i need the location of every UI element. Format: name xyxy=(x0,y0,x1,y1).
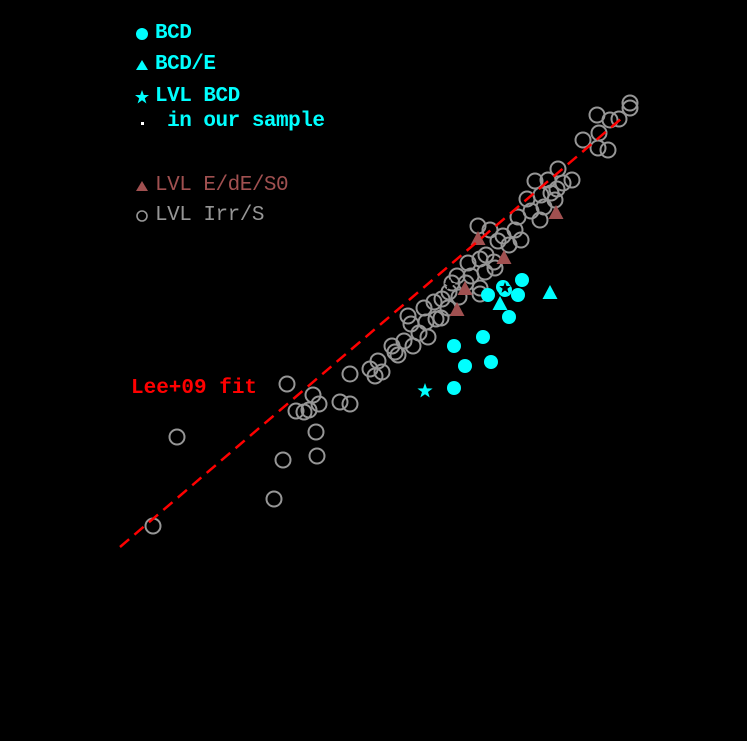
data-point xyxy=(489,232,507,250)
data-point xyxy=(610,110,628,128)
data-point xyxy=(500,236,518,254)
data-point xyxy=(274,451,292,469)
series-lvl-bcd xyxy=(417,383,433,398)
data-point xyxy=(395,332,413,350)
data-point xyxy=(526,172,544,190)
data-point xyxy=(492,296,508,310)
data-point xyxy=(499,282,511,293)
data-point xyxy=(404,337,422,355)
data-point xyxy=(449,302,465,316)
data-point xyxy=(168,428,186,446)
data-point xyxy=(542,285,558,299)
data-point xyxy=(457,281,473,295)
data-point xyxy=(459,254,477,272)
data-point xyxy=(554,174,572,192)
filled-star-icon xyxy=(133,89,151,104)
data-point xyxy=(287,402,305,420)
data-point xyxy=(481,288,495,302)
data-point xyxy=(419,328,437,346)
fit-line xyxy=(119,117,623,548)
data-point xyxy=(341,395,359,413)
legend-item-bcd: BCD xyxy=(133,22,192,45)
data-point xyxy=(494,227,512,245)
legend-item-in-our-sample: in our sample xyxy=(133,110,325,133)
data-point xyxy=(599,141,617,159)
data-point xyxy=(399,307,417,325)
data-point xyxy=(307,423,325,441)
fit-label: Lee+09 fit xyxy=(131,377,258,400)
data-point xyxy=(502,310,516,324)
series-in-our-sample xyxy=(444,279,511,293)
data-point xyxy=(621,94,639,112)
data-point xyxy=(447,381,461,395)
data-point xyxy=(444,279,456,290)
legend-label: LVL BCD xyxy=(155,85,240,108)
legend-label: LVL E/dE/S0 xyxy=(155,174,289,197)
fit-line-path xyxy=(119,117,623,548)
data-point xyxy=(471,279,489,297)
data-point xyxy=(331,393,349,411)
data-point xyxy=(563,171,581,189)
data-point xyxy=(417,383,433,398)
data-point xyxy=(308,447,326,465)
series-lvl-e-de-s0 xyxy=(449,205,564,316)
data-point xyxy=(386,343,404,361)
data-point xyxy=(476,263,494,281)
data-point xyxy=(450,288,468,306)
open-circle-icon xyxy=(133,209,151,223)
data-point xyxy=(295,403,313,421)
data-point xyxy=(144,517,162,535)
data-point xyxy=(447,339,461,353)
series-bcd-e xyxy=(492,285,558,310)
legend-item-bcd-e: BCD/E xyxy=(133,53,216,76)
legend-label: BCD/E xyxy=(155,53,216,76)
data-point xyxy=(476,330,490,344)
data-point xyxy=(548,205,564,219)
legend-label: in our sample xyxy=(155,110,325,133)
data-point xyxy=(341,365,359,383)
data-point xyxy=(417,313,435,331)
data-point xyxy=(425,293,443,311)
filled-triangle-icon xyxy=(133,59,151,71)
data-point xyxy=(310,395,328,413)
data-point xyxy=(278,375,296,393)
data-point xyxy=(601,111,619,129)
data-point xyxy=(509,208,527,226)
filled-circle-icon xyxy=(133,27,151,41)
data-point xyxy=(515,273,529,287)
legend-item-lvl-e-de-s0: LVL E/dE/S0 xyxy=(133,174,289,197)
data-point xyxy=(265,490,283,508)
data-point xyxy=(458,359,472,373)
data-point xyxy=(433,290,451,308)
data-point xyxy=(518,190,536,208)
data-point xyxy=(589,139,607,157)
data-point xyxy=(511,288,525,302)
legend-item-lvl-irr-s: LVL Irr/S xyxy=(133,204,264,227)
data-point xyxy=(621,99,639,117)
filled-triangle-icon xyxy=(133,180,151,192)
dot-icon xyxy=(133,115,151,129)
legend-item-lvl-bcd: LVL BCD xyxy=(133,85,240,108)
legend-label: BCD xyxy=(155,22,192,45)
data-point xyxy=(484,355,498,369)
data-point xyxy=(496,250,512,264)
data-point xyxy=(574,131,592,149)
data-point xyxy=(470,231,486,245)
legend-label: LVL Irr/S xyxy=(155,204,264,227)
data-point xyxy=(486,259,504,277)
data-point xyxy=(531,211,549,229)
series-bcd xyxy=(447,273,529,395)
data-point xyxy=(373,363,391,381)
series-lvl-irr-s xyxy=(144,94,639,535)
data-point xyxy=(389,346,407,364)
